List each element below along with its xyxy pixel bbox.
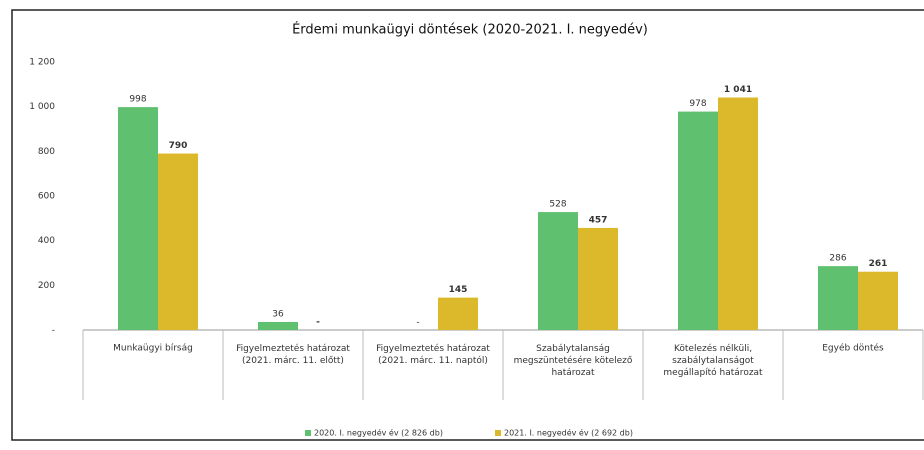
value-label: 1 041 <box>724 85 752 95</box>
y-tick-label: 800 <box>38 147 55 157</box>
value-label: 261 <box>869 259 888 269</box>
y-tick-label: - <box>52 326 55 336</box>
value-label: - <box>416 318 419 328</box>
value-label: 36 <box>272 309 284 319</box>
legend-swatch <box>305 430 311 436</box>
legend-label: 2020. I. negyedév év (2 826 db) <box>314 428 443 438</box>
bar <box>258 321 298 330</box>
bar <box>118 107 158 330</box>
y-tick-label: 1 200 <box>29 58 55 68</box>
y-tick-label: 1 000 <box>29 102 55 112</box>
legend-label: 2021. I. negyedév év (2 692 db) <box>504 428 633 438</box>
value-label: - <box>316 318 320 328</box>
bar <box>678 111 718 330</box>
bar <box>578 227 618 330</box>
chart-title: Érdemi munkaügyi döntések (2020-2021. I.… <box>292 22 648 38</box>
x-tick-label: Kötelezés nélküli, szabálytalanságot megál… <box>663 343 763 378</box>
value-label: 457 <box>589 215 608 225</box>
y-tick-label: 200 <box>38 281 55 291</box>
y-tick-label: 600 <box>38 192 55 202</box>
value-label: 286 <box>829 254 846 264</box>
value-label: 528 <box>549 200 566 210</box>
x-tick-label: Szabálytalanság megszüntetésére kötelező h… <box>514 344 633 378</box>
x-tick-label: Egyéb döntés <box>822 343 884 354</box>
x-tick-label: Figyelmeztetés határozat (2021. márc. 11.… <box>236 343 350 366</box>
bar <box>858 271 898 330</box>
x-tick-label: Munkaügyi bírság <box>113 344 193 354</box>
value-label: 998 <box>129 95 146 105</box>
value-label: 145 <box>449 285 468 295</box>
bar <box>158 153 198 330</box>
bar <box>438 297 478 330</box>
legend-swatch <box>495 430 501 436</box>
y-tick-label: 400 <box>38 236 55 246</box>
bar <box>718 97 758 330</box>
bar <box>818 266 858 330</box>
value-label: 790 <box>169 141 188 151</box>
bar <box>538 212 578 330</box>
x-tick-label: Figyelmeztetés határozat (2021. márc. 11.… <box>376 343 490 366</box>
value-label: 978 <box>689 99 706 109</box>
